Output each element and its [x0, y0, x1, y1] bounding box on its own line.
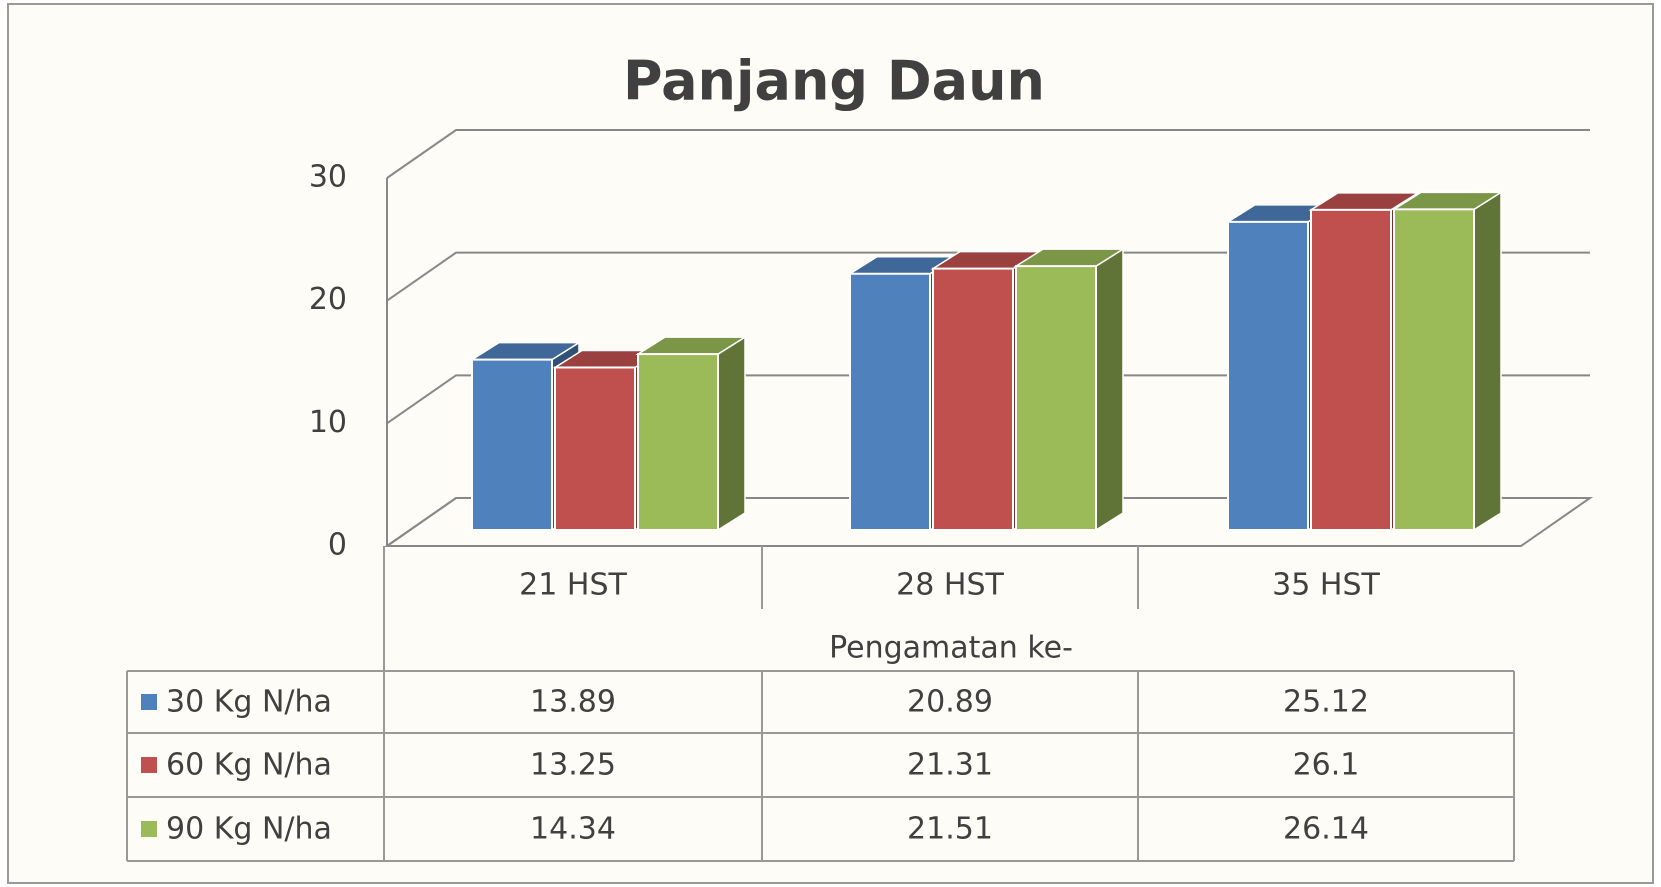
- grid-line: [386, 251, 1590, 302]
- legend-swatch: [141, 694, 157, 710]
- y-tick-label: 10: [309, 405, 347, 440]
- bar-side: [1095, 247, 1124, 532]
- table-value: 21.31: [907, 748, 993, 783]
- bar-side: [717, 335, 746, 532]
- legend-label: 90 Kg N/ha: [166, 812, 332, 847]
- legend-swatch: [141, 757, 157, 773]
- table-value: 26.14: [1283, 812, 1369, 847]
- table-value: 14.34: [530, 812, 616, 847]
- table-value: 13.89: [530, 685, 616, 720]
- x-tick-label: 21 HST: [519, 568, 627, 603]
- chart-title: Panjang Daun: [623, 50, 1045, 113]
- bar-front: [932, 267, 1014, 531]
- table-value: 26.1: [1293, 748, 1360, 783]
- bar-front: [1310, 208, 1392, 531]
- bar-front: [1393, 208, 1475, 531]
- x-axis-label: Pengamatan ke-: [829, 631, 1073, 666]
- table-value: 21.51: [907, 812, 993, 847]
- bar-front: [554, 366, 636, 532]
- table-value: 20.89: [907, 685, 993, 720]
- bar-front: [637, 353, 719, 532]
- legend-label: 30 Kg N/ha: [166, 685, 332, 720]
- legend-label: 60 Kg N/ha: [166, 748, 332, 783]
- y-tick-label: 30: [309, 160, 347, 195]
- bar: [1013, 247, 1126, 532]
- legend-swatch: [141, 821, 157, 837]
- bar-side: [1473, 190, 1502, 532]
- grid-line: [386, 497, 1590, 547]
- grid-line: [386, 129, 1590, 179]
- bar-front: [1015, 265, 1097, 531]
- bar-front: [1227, 220, 1309, 531]
- bar: [1391, 190, 1504, 532]
- x-tick-label: 28 HST: [896, 568, 1004, 603]
- y-tick-label: 0: [328, 528, 347, 563]
- bar-front: [471, 358, 553, 531]
- y-tick-label: 20: [309, 282, 347, 317]
- x-tick-label: 35 HST: [1272, 568, 1380, 603]
- bar-front: [849, 272, 931, 531]
- table-value: 25.12: [1283, 685, 1369, 720]
- bar: [635, 335, 748, 532]
- grid-line: [386, 374, 1590, 425]
- table-value: 13.25: [530, 748, 616, 783]
